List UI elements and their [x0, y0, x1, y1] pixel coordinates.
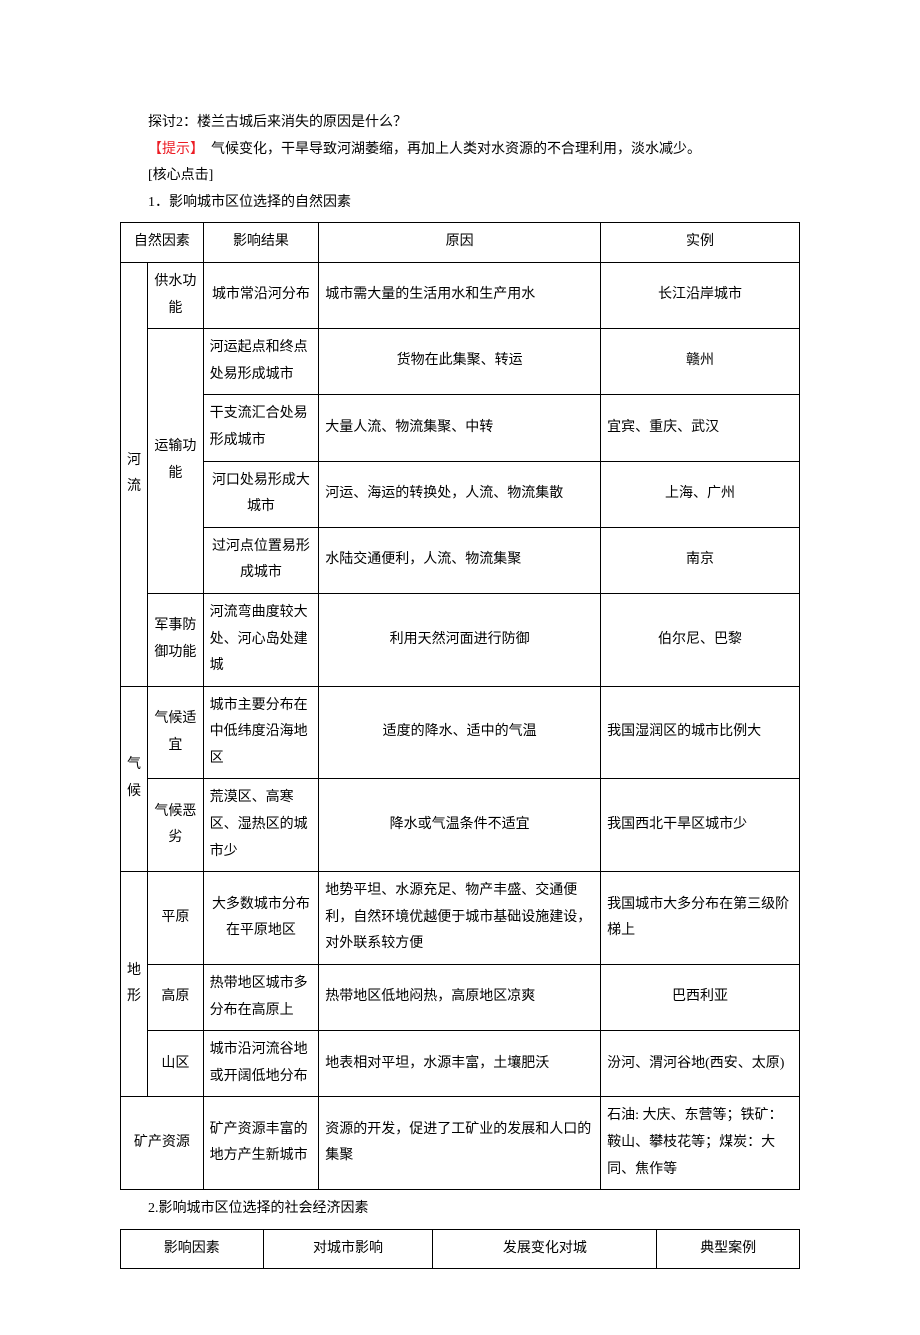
hint-paragraph: 【提示】 气候变化，干旱导致河湖萎缩，再加上人类对水资源的不合理利用，淡水减少。: [120, 137, 800, 164]
cell: 高原: [148, 965, 204, 1031]
cell: 河口处易形成大城市: [203, 461, 319, 527]
cell: 城市主要分布在中低纬度沿海地区: [203, 686, 319, 779]
cell: 宜宾、重庆、武汉: [601, 395, 800, 461]
cell: 河运、海运的转换处，人流、物流集散: [319, 461, 601, 527]
table-row: 影响因素 对城市影响 发展变化对城 典型案例: [121, 1229, 800, 1269]
cell: 水陆交通便利，人流、物流集聚: [319, 527, 601, 593]
table-row: 河口处易形成大城市 河运、海运的转换处，人流、物流集散 上海、广州: [121, 461, 800, 527]
cell: 城市需大量的生活用水和生产用水: [319, 262, 601, 328]
cell: 荒漠区、高寒区、湿热区的城市少: [203, 779, 319, 872]
cell: 赣州: [601, 329, 800, 395]
cell: 河运起点和终点处易形成城市: [203, 329, 319, 395]
table-row: 过河点位置易形成城市 水陆交通便利，人流、物流集聚 南京: [121, 527, 800, 593]
table-row: 地形 平原 大多数城市分布在平原地区 地势平坦、水源充足、物产丰盛、交通便利，自…: [121, 872, 800, 965]
section-heading-1: 1．影响城市区位选择的自然因素: [120, 190, 800, 217]
document-page: 探讨2：楼兰古城后来消失的原因是什么？ 【提示】 气候变化，干旱导致河湖萎缩，再…: [0, 0, 920, 1335]
table-header-result: 影响结果: [203, 223, 319, 263]
cell: 利用天然河面进行防御: [319, 593, 601, 686]
cell: 降水或气温条件不适宜: [319, 779, 601, 872]
cell: 我国湿润区的城市比例大: [601, 686, 800, 779]
table-row: 气候恶劣 荒漠区、高寒区、湿热区的城市少 降水或气温条件不适宜 我国西北干旱区城…: [121, 779, 800, 872]
social-factors-table: 影响因素 对城市影响 发展变化对城 典型案例: [120, 1229, 800, 1270]
cell: 地势平坦、水源充足、物产丰盛、交通便利，自然环境优越便于城市基础设施建设，对外联…: [319, 872, 601, 965]
cell: 石油: 大庆、东营等；铁矿：鞍山、攀枝花等；煤炭：大同、焦作等: [601, 1097, 800, 1190]
table-row: 运输功能 河运起点和终点处易形成城市 货物在此集聚、转运 赣州: [121, 329, 800, 395]
table-row: 自然因素 影响结果 原因 实例: [121, 223, 800, 263]
cell: 热带地区城市多分布在高原上: [203, 965, 319, 1031]
section-heading-2: 2.影响城市区位选择的社会经济因素: [120, 1196, 800, 1223]
cell: 供水功能: [148, 262, 204, 328]
table-header-influence: 对城市影响: [263, 1229, 433, 1269]
table-row: 河流 供水功能 城市常沿河分布 城市需大量的生活用水和生产用水 长江沿岸城市: [121, 262, 800, 328]
cell-river-label: 河流: [121, 262, 148, 686]
cell: 城市常沿河分布: [203, 262, 319, 328]
table-row: 山区 城市沿河流谷地或开阔低地分布 地表相对平坦，水源丰富，土壤肥沃 汾河、渭河…: [121, 1031, 800, 1097]
table-row: 干支流汇合处易形成城市 大量人流、物流集聚、中转 宜宾、重庆、武汉: [121, 395, 800, 461]
cell: 军事防御功能: [148, 593, 204, 686]
natural-factors-table: 自然因素 影响结果 原因 实例 河流 供水功能 城市常沿河分布 城市需大量的生活…: [120, 222, 800, 1190]
cell: 我国城市大多分布在第三级阶梯上: [601, 872, 800, 965]
cell: 平原: [148, 872, 204, 965]
cell: 我国西北干旱区城市少: [601, 779, 800, 872]
cell: 气候适宜: [148, 686, 204, 779]
cell: 大多数城市分布在平原地区: [203, 872, 319, 965]
question-2: 探讨2：楼兰古城后来消失的原因是什么？: [120, 110, 800, 137]
table-row: 气候 气候适宜 城市主要分布在中低纬度沿海地区 适度的降水、适中的气温 我国湿润…: [121, 686, 800, 779]
cell: 南京: [601, 527, 800, 593]
table-header-example: 实例: [601, 223, 800, 263]
cell: 伯尔尼、巴黎: [601, 593, 800, 686]
cell: 巴西利亚: [601, 965, 800, 1031]
cell: 山区: [148, 1031, 204, 1097]
cell-mineral-label: 矿产资源: [121, 1097, 204, 1190]
cell: 气候恶劣: [148, 779, 204, 872]
cell: 河流弯曲度较大处、河心岛处建城: [203, 593, 319, 686]
cell: 上海、广州: [601, 461, 800, 527]
cell: 干支流汇合处易形成城市: [203, 395, 319, 461]
cell: 汾河、渭河谷地(西安、太原): [601, 1031, 800, 1097]
cell: 过河点位置易形成城市: [203, 527, 319, 593]
cell: 城市沿河流谷地或开阔低地分布: [203, 1031, 319, 1097]
table-header-reason: 原因: [319, 223, 601, 263]
cell: 资源的开发，促进了工矿业的发展和人口的集聚: [319, 1097, 601, 1190]
hint-label: 【提示】: [148, 142, 197, 157]
table-header-change: 发展变化对城: [433, 1229, 657, 1269]
table-row: 军事防御功能 河流弯曲度较大处、河心岛处建城 利用天然河面进行防御 伯尔尼、巴黎: [121, 593, 800, 686]
cell-transport-label: 运输功能: [148, 329, 204, 594]
table-row: 矿产资源 矿产资源丰富的地方产生新城市 资源的开发，促进了工矿业的发展和人口的集…: [121, 1097, 800, 1190]
cell: 适度的降水、适中的气温: [319, 686, 601, 779]
table-header-factor: 自然因素: [121, 223, 204, 263]
cell: 热带地区低地闷热，高原地区凉爽: [319, 965, 601, 1031]
cell: 矿产资源丰富的地方产生新城市: [203, 1097, 319, 1190]
cell-climate-label: 气候: [121, 686, 148, 872]
cell: 地表相对平坦，水源丰富，土壤肥沃: [319, 1031, 601, 1097]
core-click: [核心点击]: [120, 163, 800, 190]
cell: 长江沿岸城市: [601, 262, 800, 328]
cell-terrain-label: 地形: [121, 872, 148, 1097]
table-header-case: 典型案例: [657, 1229, 800, 1269]
table-row: 高原 热带地区城市多分布在高原上 热带地区低地闷热，高原地区凉爽 巴西利亚: [121, 965, 800, 1031]
table-header-factor: 影响因素: [121, 1229, 264, 1269]
cell: 货物在此集聚、转运: [319, 329, 601, 395]
cell: 大量人流、物流集聚、中转: [319, 395, 601, 461]
hint-text: 气候变化，干旱导致河湖萎缩，再加上人类对水资源的不合理利用，淡水减少。: [197, 142, 701, 157]
